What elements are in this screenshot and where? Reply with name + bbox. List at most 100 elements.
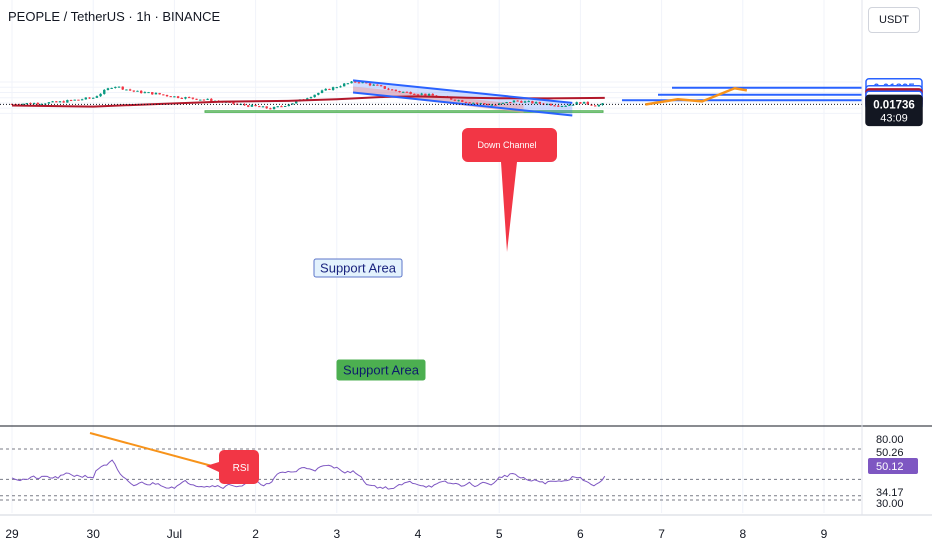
candle-body <box>560 105 564 107</box>
candle-body <box>339 86 342 88</box>
candle-body <box>372 84 375 86</box>
rsi-callout-text: RSI <box>233 463 250 474</box>
candle-body <box>162 94 165 96</box>
rsi-tick-label: 50.26 <box>876 447 904 459</box>
candle-body <box>191 97 195 99</box>
candle-body <box>505 102 508 104</box>
rsi-current-badge <box>868 458 918 474</box>
candle-body <box>545 103 549 105</box>
candle-body <box>557 105 560 107</box>
candle-body <box>128 89 132 91</box>
candle-body <box>317 92 320 95</box>
candle-body <box>331 87 335 90</box>
candle-body <box>427 93 431 96</box>
candle-body <box>125 89 128 91</box>
candle-body <box>51 101 54 103</box>
candle-body <box>21 103 25 105</box>
candle-body <box>376 84 379 86</box>
candle-body <box>597 104 601 107</box>
countdown-text: 43:09 <box>880 112 908 124</box>
candle-body <box>184 97 187 99</box>
candle-body <box>490 104 494 106</box>
candle-body <box>390 89 394 91</box>
candle-body <box>199 99 202 101</box>
candle-body <box>350 81 353 84</box>
candle-body <box>62 101 65 103</box>
candle-body <box>571 104 575 106</box>
candle-body <box>472 102 475 104</box>
candle-body <box>136 90 139 92</box>
candle-body <box>25 103 28 105</box>
candle-body <box>265 106 268 109</box>
candle-body <box>468 102 471 104</box>
candle-body <box>424 93 427 96</box>
candle-body <box>55 101 58 103</box>
candle-body <box>320 90 324 93</box>
projection-path <box>645 87 748 106</box>
time-tick-label: 6 <box>577 527 584 541</box>
candle-body <box>121 86 124 90</box>
candle-body <box>431 93 434 96</box>
candle-body <box>354 81 357 83</box>
candle-body <box>361 82 364 84</box>
rsi-panel: RSI <box>0 432 862 501</box>
candle-body <box>549 103 553 106</box>
down-channel-callout <box>462 128 557 252</box>
candle-body <box>202 99 206 101</box>
candle-body <box>590 104 593 106</box>
candle-body <box>509 102 512 104</box>
time-tick-label: 30 <box>87 527 101 541</box>
candle-body <box>416 94 420 96</box>
candle-body <box>383 86 386 89</box>
candle-body <box>601 103 604 105</box>
candle-body <box>520 101 523 103</box>
candle-body <box>531 101 534 104</box>
candle-body <box>206 98 209 100</box>
price-badge <box>865 94 923 127</box>
candle-body <box>534 102 538 104</box>
candle-body <box>114 86 117 88</box>
candle-body <box>117 86 121 88</box>
candle-body <box>66 100 69 103</box>
candle-body <box>413 94 416 96</box>
candle-body <box>498 103 501 105</box>
chart-title: PEOPLE / TetherUS · 1h · BINANCE <box>8 9 221 24</box>
candle-body <box>187 97 191 99</box>
candle-body <box>80 99 84 101</box>
support-zone <box>204 110 604 113</box>
candle-body <box>402 91 405 93</box>
candle-body <box>40 103 43 105</box>
candle-body <box>29 103 32 105</box>
currency-button[interactable]: USDT <box>868 7 920 33</box>
candle-body <box>357 82 361 84</box>
candle-body <box>335 87 338 89</box>
candle-body <box>582 101 586 104</box>
candle-body <box>169 96 172 98</box>
candle-body <box>486 104 490 106</box>
candle-body <box>250 104 254 107</box>
grid <box>0 0 932 513</box>
rsi-divergence-line <box>89 432 213 467</box>
candle-body <box>151 92 154 95</box>
time-tick-label: Jul <box>167 527 182 541</box>
candle-body <box>579 102 582 104</box>
price-badge-text: 0.01736 <box>873 99 915 111</box>
candle-body <box>210 98 213 102</box>
candle-body <box>243 104 246 106</box>
candle-body <box>379 85 383 87</box>
candle-body <box>309 97 313 99</box>
candle-body <box>173 96 176 98</box>
rsi-tick-label: 50.12 <box>876 461 904 473</box>
candle-body <box>342 83 346 87</box>
candle-body <box>409 91 412 95</box>
candle-body <box>195 98 198 100</box>
candle-body <box>158 92 161 95</box>
time-tick-label: 7 <box>658 527 665 541</box>
support-area-label-2-box <box>336 359 426 381</box>
candle-body <box>261 106 265 108</box>
candle-body <box>287 104 291 107</box>
candle-body <box>92 97 95 99</box>
candle-body <box>232 101 235 104</box>
